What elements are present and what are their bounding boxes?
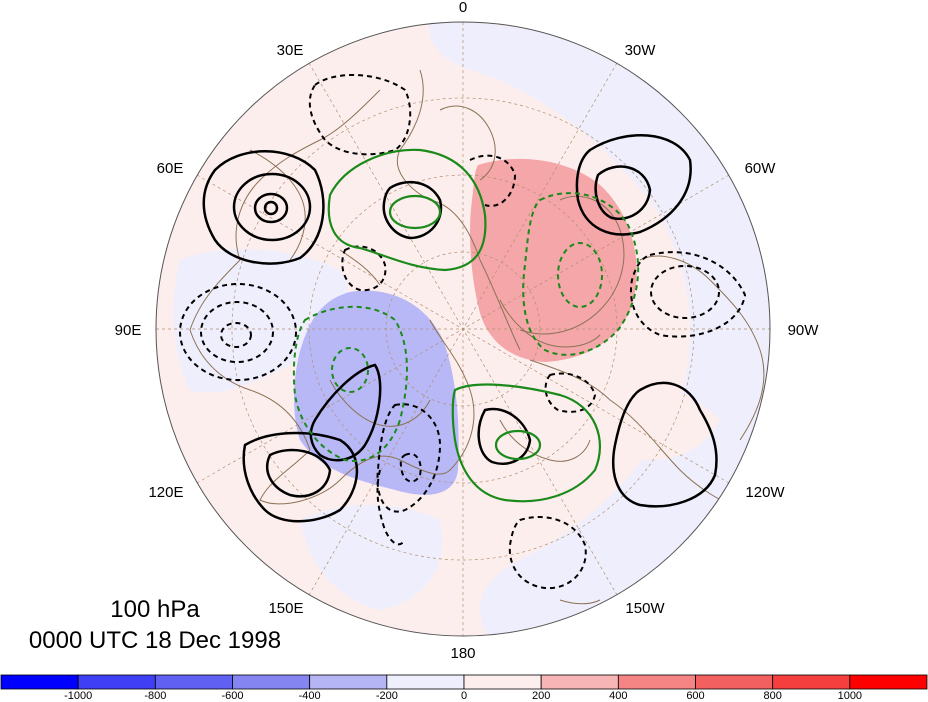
lon-label-60w: 60W bbox=[745, 160, 777, 177]
weak-negative-region bbox=[429, 22, 770, 636]
caption-time: 0000 UTC 18 Dec 1998 bbox=[29, 627, 281, 654]
positive-contours bbox=[202, 134, 718, 523]
colorbar-swatch bbox=[154, 674, 233, 690]
colorbar-swatch bbox=[0, 674, 79, 690]
colorbar-swatch bbox=[617, 674, 696, 690]
caption-level: 100 hPa bbox=[110, 596, 200, 623]
colorbar-swatch bbox=[463, 674, 542, 690]
lon-label-120e: 120E bbox=[148, 484, 183, 501]
lon-label-120w: 120W bbox=[745, 484, 785, 501]
colorbar-tick-label: 600 bbox=[686, 690, 704, 702]
colorbar-tick-label: 1000 bbox=[838, 690, 862, 702]
colorbar-swatch bbox=[309, 674, 388, 690]
lon-label-90w: 90W bbox=[788, 322, 820, 339]
colorbar-tick-label: -400 bbox=[299, 690, 321, 702]
lon-label-30w: 30W bbox=[625, 42, 657, 59]
colorbar-tick-label: -200 bbox=[376, 690, 398, 702]
green-solid-contours bbox=[327, 148, 602, 503]
weak-negative-region-south bbox=[300, 505, 443, 610]
lon-label-180: 180 bbox=[450, 645, 475, 662]
lon-label-0: 0 bbox=[459, 0, 467, 16]
positive-anomaly-region bbox=[470, 158, 637, 362]
colorbar-swatch bbox=[386, 674, 465, 690]
colorbar-swatch bbox=[540, 674, 619, 690]
colorbar-swatch bbox=[849, 674, 928, 690]
lon-label-60e: 60E bbox=[157, 160, 184, 177]
colorbar-swatch bbox=[77, 674, 156, 690]
colorbar-tick-label: 200 bbox=[532, 690, 550, 702]
colorbar-swatch bbox=[232, 674, 311, 690]
colorbar-tick-label: -800 bbox=[144, 690, 166, 702]
lon-label-90e: 90E bbox=[115, 322, 142, 339]
lon-label-30e: 30E bbox=[277, 42, 304, 59]
colorbar-swatch bbox=[695, 674, 774, 690]
negative-contours bbox=[179, 73, 747, 590]
negative-anomaly-region bbox=[294, 290, 459, 495]
globe-outline bbox=[155, 21, 771, 637]
colorbar: -1000 -800 -600 -400 -200 0 200 400 600 800 1000 bbox=[0, 674, 928, 702]
colorbar-swatch bbox=[772, 674, 851, 690]
colorbar-tick-label: 0 bbox=[461, 690, 467, 702]
colorbar-tick-label: 400 bbox=[609, 690, 627, 702]
lon-label-150w: 150W bbox=[625, 600, 665, 617]
colorbar-tick-label: -600 bbox=[221, 690, 243, 702]
colorbar-tick-label: -1000 bbox=[64, 690, 92, 702]
lon-label-150e: 150E bbox=[268, 600, 303, 617]
colorbar-tick-label: 800 bbox=[763, 690, 781, 702]
green-dashed-contours bbox=[292, 192, 640, 462]
graticule bbox=[156, 22, 770, 636]
